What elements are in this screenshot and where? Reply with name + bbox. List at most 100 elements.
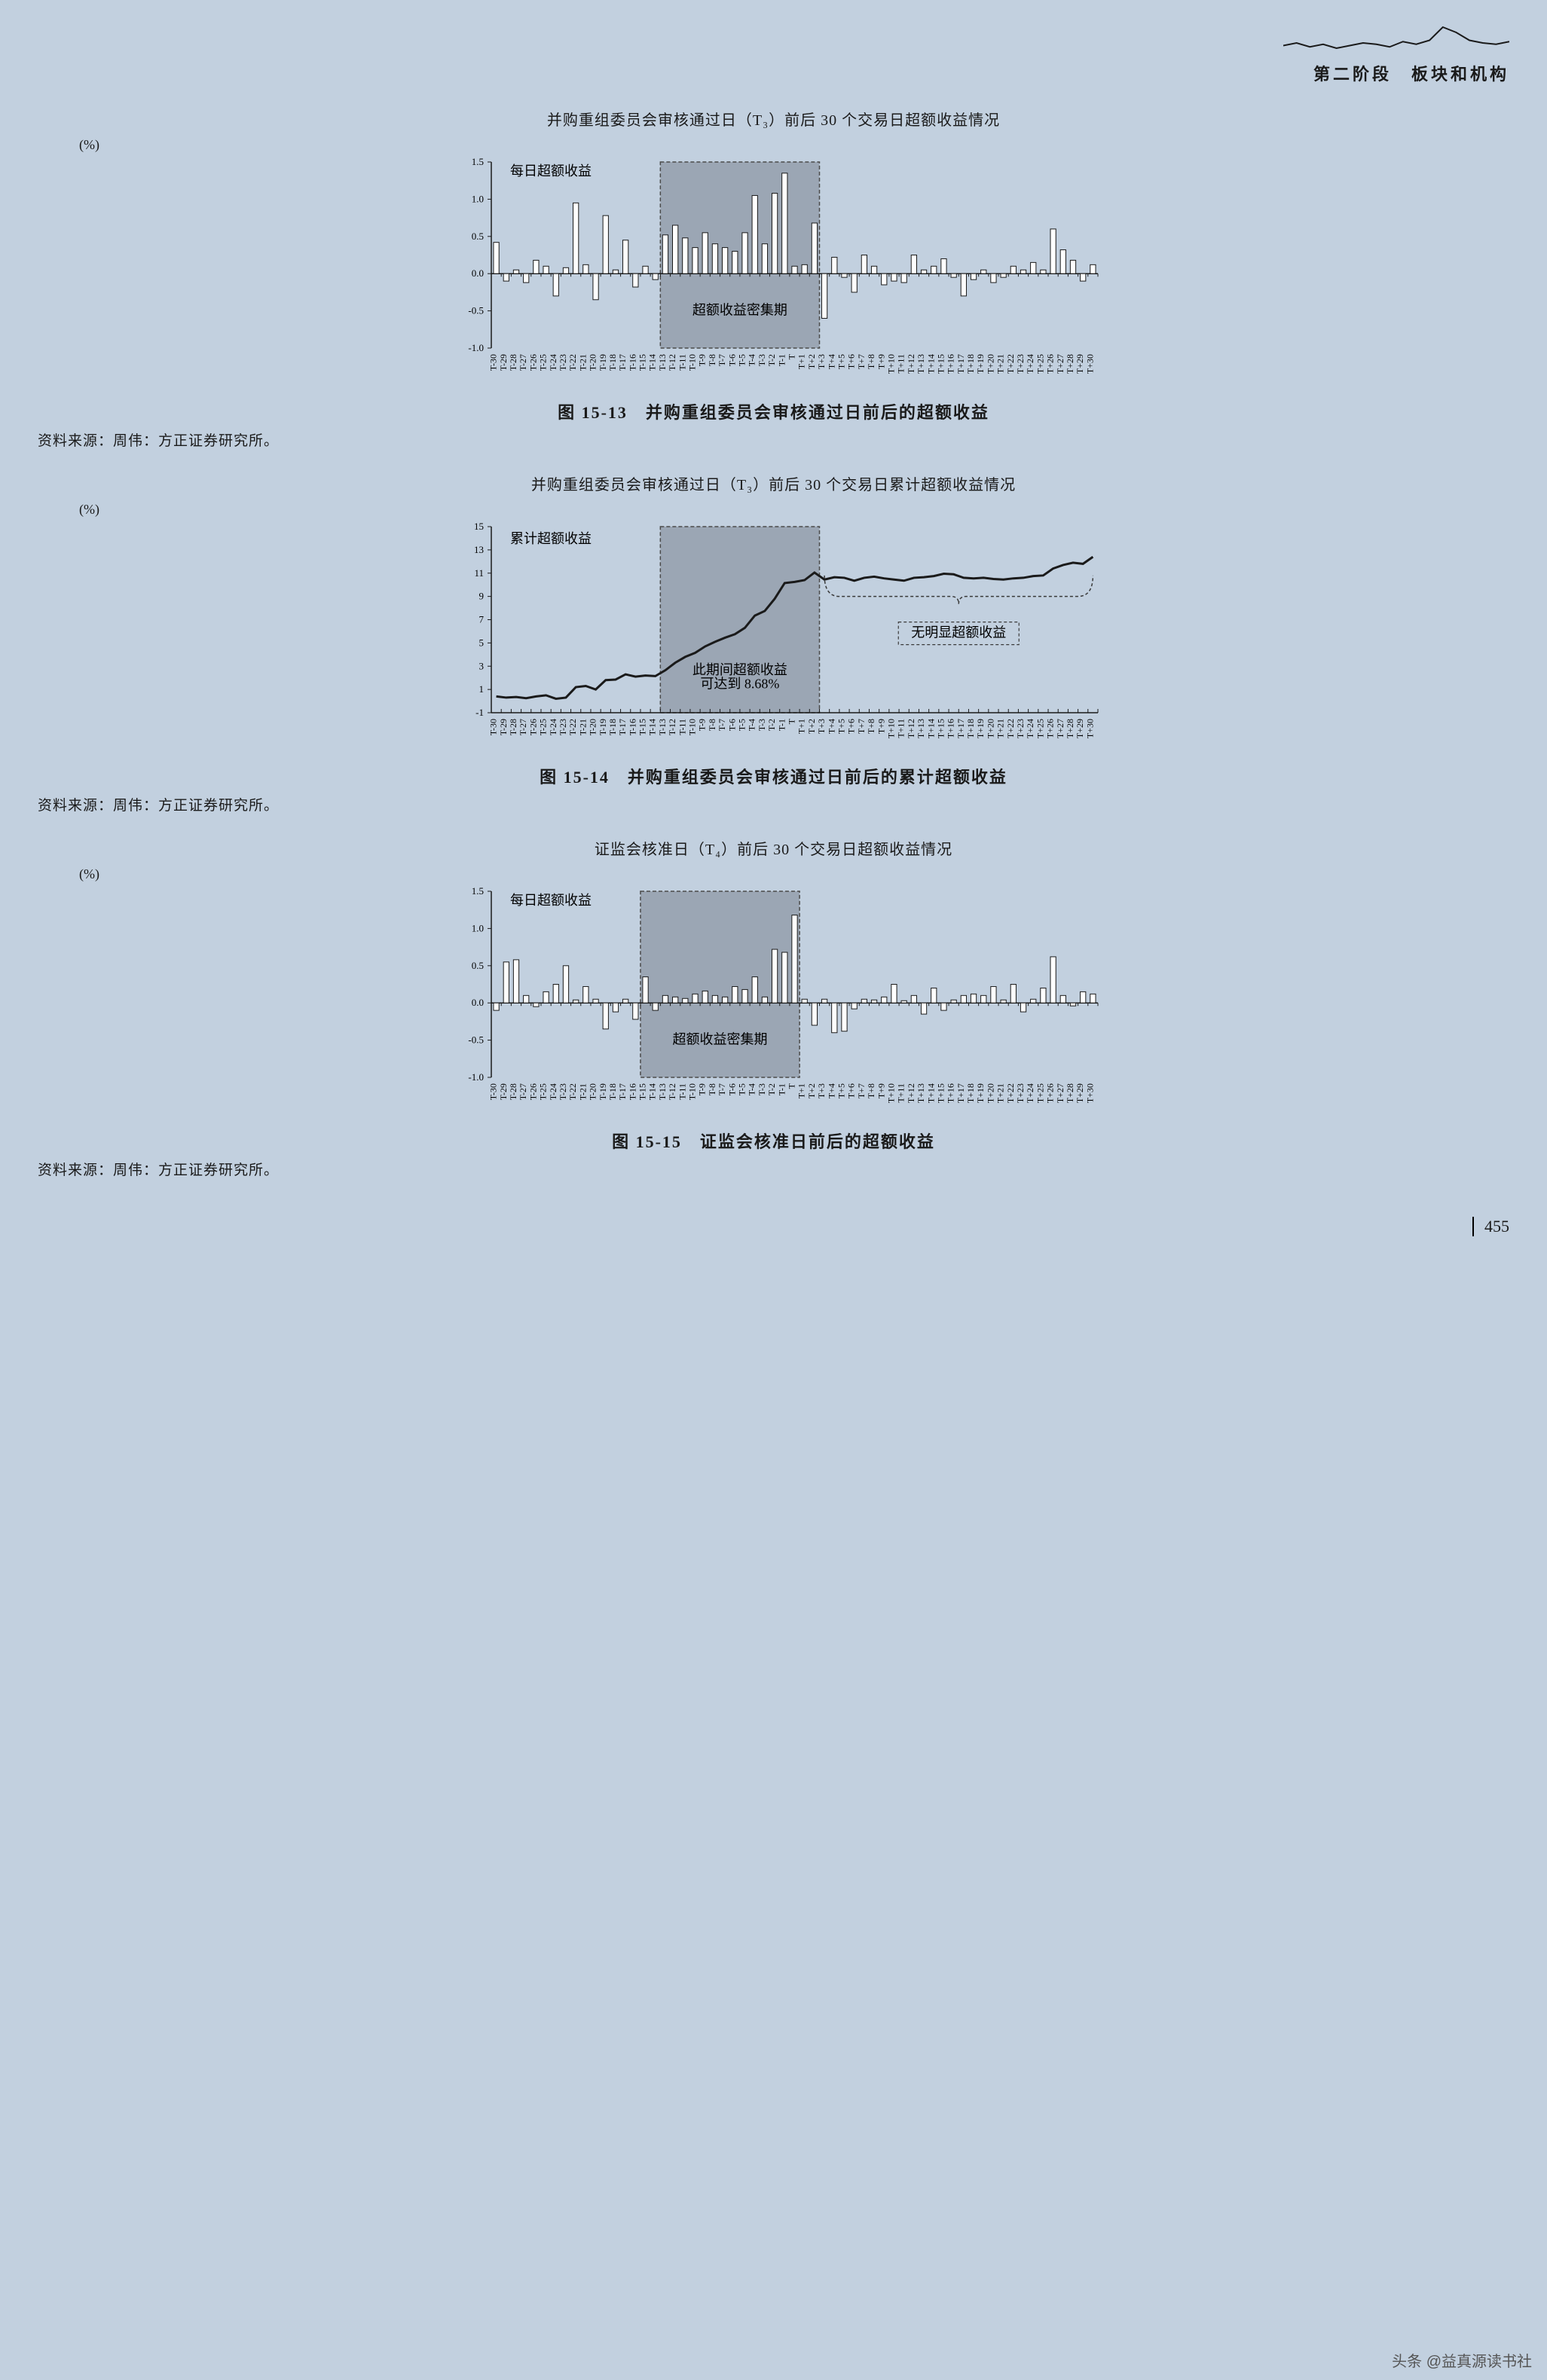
svg-text:T+29: T+29: [1075, 354, 1085, 374]
svg-text:T-28: T-28: [507, 354, 518, 371]
svg-text:T-8: T-8: [706, 354, 717, 366]
svg-text:T+28: T+28: [1065, 719, 1075, 738]
svg-text:T+17: T+17: [955, 1083, 965, 1103]
svg-text:T+28: T+28: [1065, 1083, 1075, 1103]
svg-text:T+22: T+22: [1004, 1083, 1015, 1103]
svg-text:T+21: T+21: [995, 354, 1005, 374]
svg-text:T-20: T-20: [587, 1083, 598, 1100]
svg-text:T+30: T+30: [1084, 354, 1095, 374]
chart-1-area: -1.0-0.50.00.51.01.5T-30T-29T-28T-27T-26…: [442, 156, 1105, 393]
chart-1-caption: 图 15-13 并购重组委员会审核通过日前后的超额收益: [38, 399, 1509, 423]
chart-2-block: 并购重组委员会审核通过日（T₃）前后 30 个交易日累计超额收益情况 (%) -…: [38, 472, 1509, 814]
svg-text:11: 11: [474, 567, 484, 579]
svg-text:T+25: T+25: [1035, 354, 1045, 374]
svg-text:1.5: 1.5: [471, 885, 483, 897]
svg-text:T+21: T+21: [995, 1083, 1005, 1103]
chart-1-title: 并购重组委员会审核通过日（T₃）前后 30 个交易日超额收益情况: [38, 108, 1509, 130]
svg-text:-1.0: -1.0: [468, 1071, 484, 1083]
svg-text:T-16: T-16: [627, 1083, 637, 1100]
svg-text:T-1: T-1: [776, 354, 787, 366]
svg-text:T: T: [786, 353, 796, 359]
chart-1-source: 资料来源：周伟：方正证券研究所。: [38, 429, 1509, 450]
svg-text:T-24: T-24: [547, 719, 558, 735]
svg-text:T-17: T-17: [617, 354, 628, 371]
svg-text:T+23: T+23: [1015, 719, 1026, 738]
svg-text:T+4: T+4: [826, 1083, 836, 1098]
svg-text:T+13: T+13: [916, 354, 926, 374]
page-number: 455: [38, 1217, 1509, 1236]
svg-text:T+6: T+6: [845, 719, 856, 734]
svg-text:此期间超额收益: 此期间超额收益: [692, 662, 787, 677]
svg-text:T+11: T+11: [895, 1083, 906, 1103]
svg-text:T-11: T-11: [677, 1083, 687, 1100]
svg-text:T+22: T+22: [1004, 354, 1015, 374]
svg-text:T+4: T+4: [826, 719, 836, 734]
svg-text:T+16: T+16: [945, 719, 955, 738]
chart-3-block: 证监会核准日（T₄）前后 30 个交易日超额收益情况 (%) -1.0-0.50…: [38, 837, 1509, 1179]
svg-text:T+10: T+10: [885, 354, 896, 374]
svg-text:T+9: T+9: [876, 354, 886, 369]
svg-text:T+15: T+15: [935, 354, 946, 374]
svg-text:T-20: T-20: [587, 719, 598, 735]
svg-text:T-7: T-7: [717, 354, 727, 366]
svg-text:T+12: T+12: [905, 1083, 916, 1103]
svg-text:T-24: T-24: [547, 1083, 558, 1100]
svg-text:T+16: T+16: [945, 354, 955, 374]
svg-text:T-13: T-13: [656, 719, 667, 735]
svg-text:T-3: T-3: [756, 719, 766, 731]
svg-text:T-18: T-18: [607, 354, 617, 371]
svg-text:T+9: T+9: [876, 1083, 886, 1098]
svg-text:T-10: T-10: [686, 1083, 697, 1100]
svg-text:T+17: T+17: [955, 354, 965, 374]
svg-text:T+30: T+30: [1084, 719, 1095, 738]
svg-text:T+18: T+18: [965, 354, 976, 374]
svg-text:3: 3: [478, 660, 484, 671]
svg-text:T+1: T+1: [796, 719, 806, 734]
svg-text:T-4: T-4: [746, 719, 757, 731]
svg-text:T+10: T+10: [885, 719, 896, 738]
svg-text:T+27: T+27: [1054, 1083, 1065, 1103]
svg-text:T+25: T+25: [1035, 1083, 1045, 1103]
svg-text:T+10: T+10: [885, 1083, 896, 1103]
svg-text:T-26: T-26: [527, 354, 538, 371]
svg-text:T+15: T+15: [935, 719, 946, 738]
svg-text:T+26: T+26: [1044, 354, 1055, 374]
svg-text:T+11: T+11: [895, 719, 906, 738]
svg-text:T+2: T+2: [806, 354, 816, 369]
svg-text:-0.5: -0.5: [468, 1034, 484, 1046]
svg-text:T+15: T+15: [935, 1083, 946, 1103]
svg-text:T+26: T+26: [1044, 719, 1055, 738]
svg-text:T+22: T+22: [1004, 719, 1015, 738]
svg-text:T-2: T-2: [766, 719, 777, 731]
svg-text:T+24: T+24: [1025, 1083, 1035, 1103]
svg-text:T+24: T+24: [1025, 354, 1035, 374]
svg-text:T-24: T-24: [547, 354, 558, 371]
svg-text:13: 13: [474, 544, 484, 555]
svg-text:T-2: T-2: [766, 1083, 777, 1095]
svg-text:T-30: T-30: [488, 1083, 498, 1100]
svg-text:T-6: T-6: [726, 354, 737, 366]
svg-text:T-15: T-15: [637, 1083, 647, 1100]
svg-text:T-14: T-14: [647, 354, 657, 371]
svg-text:T+2: T+2: [806, 1083, 816, 1098]
svg-text:T-6: T-6: [726, 719, 737, 731]
svg-text:T+26: T+26: [1044, 1083, 1055, 1103]
svg-text:T-28: T-28: [507, 1083, 518, 1100]
svg-text:T-25: T-25: [537, 719, 548, 735]
svg-text:T-27: T-27: [518, 719, 528, 735]
svg-text:0.5: 0.5: [471, 960, 483, 971]
svg-text:T+4: T+4: [826, 354, 836, 369]
chart-3-source: 资料来源：周伟：方正证券研究所。: [38, 1159, 1509, 1179]
svg-text:T-14: T-14: [647, 1083, 657, 1100]
svg-text:T+18: T+18: [965, 719, 976, 738]
svg-text:T-18: T-18: [607, 1083, 617, 1100]
svg-text:可达到 8.68%: 可达到 8.68%: [700, 677, 779, 692]
chart-2-title: 并购重组委员会审核通过日（T₃）前后 30 个交易日累计超额收益情况: [38, 472, 1509, 494]
svg-text:T-12: T-12: [667, 719, 677, 735]
page-header: 第二阶段 板块和机构: [38, 61, 1509, 85]
svg-text:T-26: T-26: [527, 1083, 538, 1100]
svg-text:T+11: T+11: [895, 354, 906, 374]
svg-text:T-27: T-27: [518, 354, 528, 371]
svg-text:T+5: T+5: [836, 354, 846, 369]
svg-text:T+2: T+2: [806, 719, 816, 734]
